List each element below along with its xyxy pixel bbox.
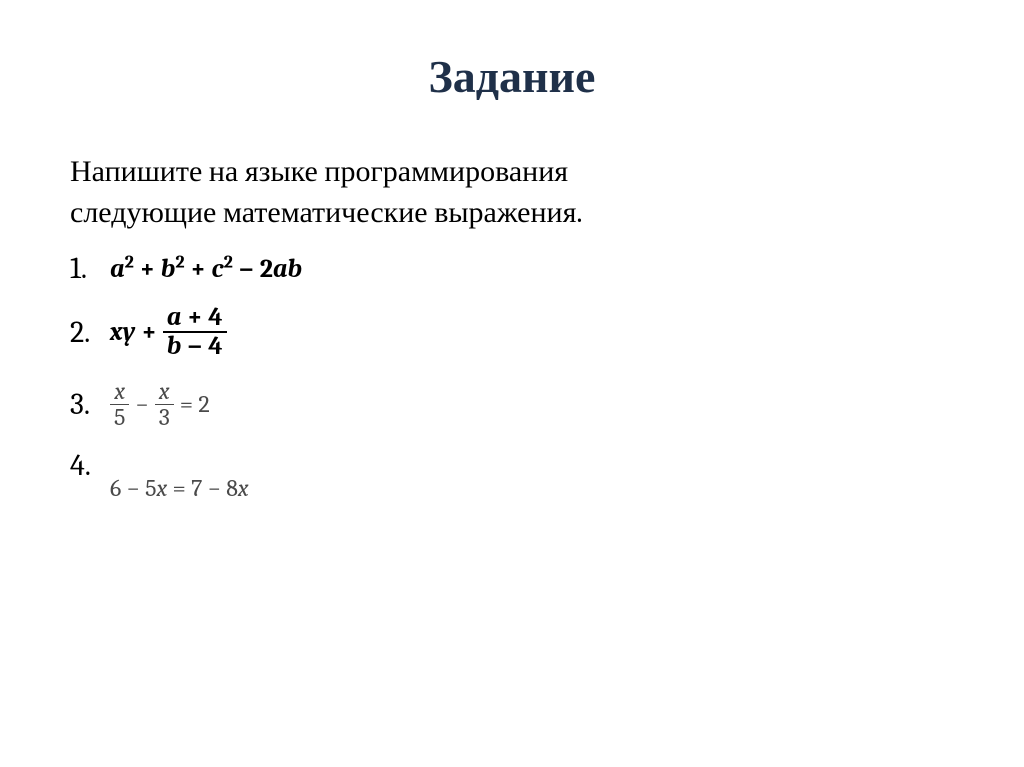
item-number: 4. [70, 448, 110, 483]
formula-4: 6 − 5x = 7 − 8x [110, 474, 249, 502]
list-item: 4. 6 − 5x = 7 − 8x [70, 448, 954, 502]
formula-2: xy + a + 4 b − 4 [110, 304, 227, 361]
list-item: 3. x 5 − x 3 = 2 [70, 379, 954, 430]
formula-3: x 5 − x 3 = 2 [110, 379, 210, 430]
item-number: 1. [70, 251, 110, 286]
list-item: 2. xy + a + 4 b − 4 [70, 304, 954, 361]
slide: Задание Напишите на языке программирован… [0, 0, 1024, 767]
intro-text: Напишите на языке программирования следу… [70, 152, 954, 233]
item-number: 3. [70, 387, 110, 422]
page-title: Задание [70, 50, 954, 104]
formula-1: a2 + b2 + c2 − 2ab [110, 254, 302, 284]
items-list: 1. a2 + b2 + c2 − 2ab 2. xy + a + 4 b − … [70, 251, 954, 502]
fraction: x 3 [155, 379, 174, 430]
intro-line-1: Напишите на языке программирования [70, 154, 568, 189]
fraction: x 5 [110, 379, 129, 430]
item-number: 2. [70, 315, 110, 350]
list-item: 1. a2 + b2 + c2 − 2ab [70, 251, 954, 286]
intro-line-2: следующие математические выражения. [70, 195, 583, 230]
fraction: a + 4 b − 4 [163, 304, 227, 361]
